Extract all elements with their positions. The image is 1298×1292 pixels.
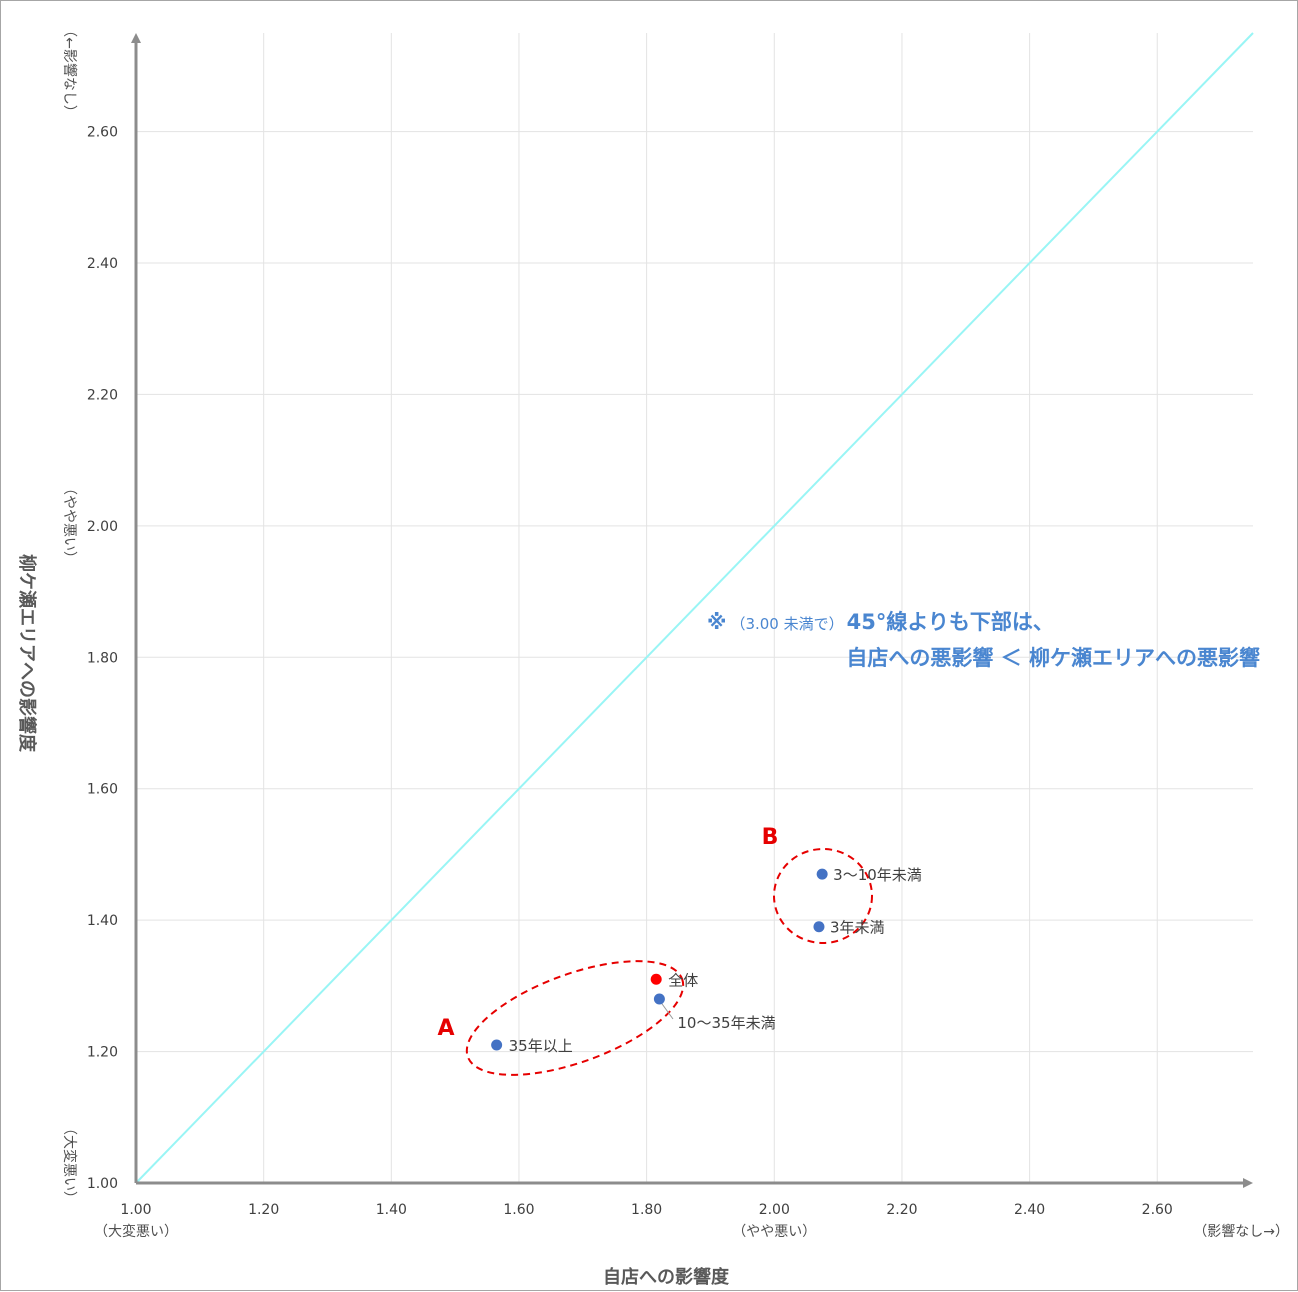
x-tick-label: 2.00 xyxy=(759,1202,790,1218)
y-axis-title: 柳ケ瀬エリアへの影響度 xyxy=(16,554,38,753)
y-tick-label: 1.20 xyxy=(87,1045,118,1061)
x-axis-title: 自店への影響度 xyxy=(603,1266,730,1288)
label-leader-line xyxy=(660,1002,674,1020)
x-tick-label: 1.00 xyxy=(120,1202,151,1218)
data-point-label: 3〜10年未満 xyxy=(833,866,922,884)
x-tick-label: 2.60 xyxy=(1142,1202,1173,1218)
x-tick-label: 2.20 xyxy=(886,1202,917,1218)
x-tick-label: 1.60 xyxy=(503,1202,534,1218)
y-qual-high: （←影響なし） xyxy=(61,23,78,119)
y-tick-label: 1.40 xyxy=(87,913,118,929)
reference-line-45deg xyxy=(135,32,1254,1184)
x-tick-label: 1.80 xyxy=(631,1202,662,1218)
y-tick-label: 1.00 xyxy=(87,1176,118,1192)
x-qual-mid: （やや悪い） xyxy=(732,1224,816,1240)
x-qual-low: （大変悪い） xyxy=(94,1223,178,1240)
data-point xyxy=(650,973,662,985)
x-qual-high: （影響なし→） xyxy=(1193,1223,1289,1240)
data-point-label: 全体 xyxy=(668,971,698,989)
data-point xyxy=(813,921,825,933)
y-tick-label: 2.40 xyxy=(87,256,118,272)
y-tick-label: 1.80 xyxy=(87,650,118,666)
data-point xyxy=(653,993,665,1005)
y-qual-mid: （やや悪い） xyxy=(61,481,77,565)
x-tick-label: 2.40 xyxy=(1014,1202,1045,1218)
x-tick-label: 1.40 xyxy=(376,1202,407,1218)
x-tick-label: 1.20 xyxy=(248,1202,279,1218)
group-b-outline xyxy=(773,848,873,944)
data-point xyxy=(491,1039,503,1051)
y-tick-label: 2.20 xyxy=(87,387,118,403)
y-tick-label: 1.60 xyxy=(87,782,118,798)
y-tick-label: 2.00 xyxy=(87,519,118,535)
y-qual-low: （大変悪い） xyxy=(61,1121,78,1205)
data-point-label: 3年未満 xyxy=(830,919,885,937)
group-a-outline xyxy=(465,960,685,1076)
data-point-label: 35年以上 xyxy=(509,1037,573,1055)
group-label-b: B xyxy=(762,825,779,850)
annotation-line-1: ※ （3.00 未満で） 45°線よりも下部は、 xyxy=(707,610,1054,634)
annotation-line-2: 自店への悪影響 ＜ 柳ケ瀬エリアへの悪影響 xyxy=(846,646,1260,670)
data-point-label: 10〜35年未満 xyxy=(677,1014,775,1032)
data-point xyxy=(816,868,828,880)
group-label-a: A xyxy=(437,1016,454,1041)
y-tick-label: 2.60 xyxy=(87,125,118,141)
